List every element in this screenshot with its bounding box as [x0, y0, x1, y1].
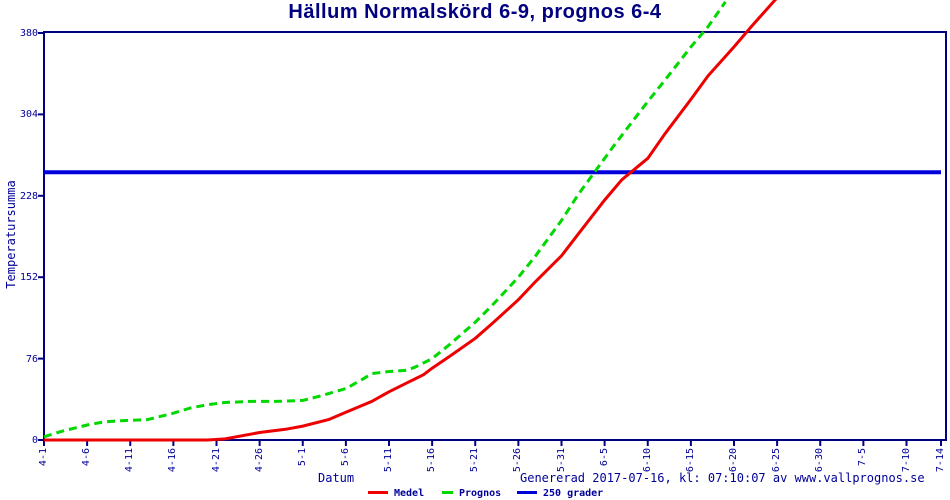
250-grader-line-swatch	[517, 490, 537, 494]
y-tick-label: 228	[19, 190, 38, 202]
x-tick-label: 5-21	[469, 448, 481, 473]
x-tick-label: 4-16	[167, 448, 179, 473]
y-tick-label: 76	[25, 353, 38, 365]
x-tick-label: 7-14	[935, 448, 946, 473]
prognos-line-swatch	[442, 490, 453, 494]
legend-label-250-grader: 250 grader	[543, 488, 604, 499]
y-tick-label: 304	[19, 109, 38, 121]
medel-line-swatch	[368, 490, 388, 494]
legend-label-medel: Medel	[394, 488, 425, 499]
x-axis-label: Datum	[318, 471, 355, 485]
legend-label-prognos: Prognos	[459, 488, 502, 499]
y-tick-label: 152	[19, 272, 38, 284]
plot-border	[43, 31, 947, 441]
x-tick-label: 5-11	[383, 448, 394, 473]
prognos-line	[43, 1, 727, 439]
page-title: Hällum Normalskörd 6-9, prognos 6-4	[288, 1, 662, 23]
y-tick-label: 0	[31, 435, 38, 446]
x-tick-label: 5-1	[296, 448, 308, 467]
legend-item-prognos: Prognos	[442, 488, 501, 499]
legend-item-250-grader: 250 grader	[517, 488, 603, 499]
x-tick-label: 4-6	[81, 448, 93, 467]
x-tick-label: 4-11	[124, 448, 136, 473]
medel-line	[44, 0, 778, 442]
y-axis-label: Temperatursumma	[4, 180, 18, 289]
legend-item-medel: Medel	[368, 488, 424, 499]
x-tick-label: 4-21	[210, 448, 222, 473]
x-tick-label: 5-16	[426, 448, 438, 473]
y-tick-label: 380	[19, 28, 38, 39]
generated-text: Genererad 2017-07-16, kl: 07:10:07 av ww…	[520, 471, 925, 485]
x-tick-label: 4-1	[38, 448, 49, 467]
x-tick-label: 4-26	[253, 448, 265, 473]
